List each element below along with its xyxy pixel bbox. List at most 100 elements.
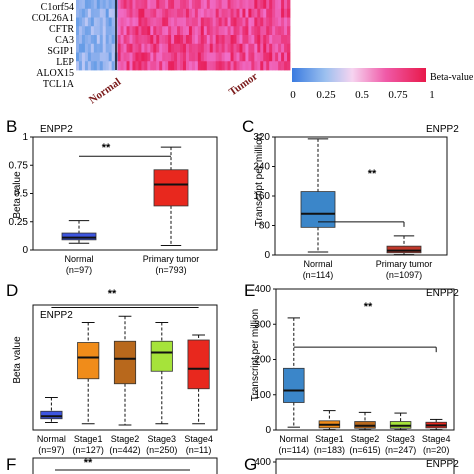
y-tick-label: 0 (22, 245, 28, 256)
heatmap-cell (78, 17, 83, 27)
heatmap-cell (224, 52, 228, 62)
heatmap-cell (147, 8, 151, 18)
heatmap-cell (230, 26, 234, 36)
heatmap-cell (266, 52, 270, 62)
heatmap-cell (96, 35, 101, 45)
heatmap-cell (81, 8, 86, 18)
heatmap-cell (221, 26, 226, 36)
heatmap-cell (138, 52, 142, 62)
heatmap-cell (108, 17, 113, 27)
heatmap-cell (218, 26, 223, 36)
heatmap-cell (102, 43, 107, 53)
heatmap-cell (168, 17, 172, 27)
heatmap-cell (251, 35, 255, 45)
heatmap-cell (129, 43, 133, 53)
heatmap-cell (215, 26, 220, 36)
heatmap-cell (132, 61, 136, 71)
heatmap-cell (215, 35, 220, 45)
heatmap-cell (99, 43, 104, 53)
heatmap-cell (171, 0, 175, 10)
y-tick-label: 0 (264, 250, 270, 261)
heatmap-cell (150, 35, 154, 45)
heatmap-cell (180, 61, 184, 71)
x-tick-label: Stage2 (351, 434, 380, 444)
heatmap-cell (102, 52, 107, 62)
heatmap-cell (108, 8, 113, 18)
heatmap-cell (284, 35, 288, 45)
heatmap-cell (153, 0, 157, 10)
heatmap-cell (108, 35, 113, 45)
heatmap-cell (251, 8, 255, 18)
heatmap-cell (188, 35, 193, 45)
heatmap-cells (76, 0, 291, 71)
heatmap-cell (78, 8, 83, 18)
sig-label-e: ** (364, 301, 373, 313)
heatmap-cell (108, 0, 113, 10)
heatmap-cell (185, 61, 190, 71)
x-tick-label: (n=247) (385, 445, 416, 455)
heatmap-cell (266, 43, 270, 53)
heatmap-cell (254, 35, 258, 45)
heatmap-cell (90, 0, 95, 10)
heatmap-cell (206, 61, 211, 71)
heatmap-cell (239, 52, 243, 62)
heatmap-cell (278, 35, 282, 45)
heatmap-cell (227, 35, 231, 45)
x-tick-label: Normal (64, 254, 93, 264)
heatmap-cell (129, 8, 133, 18)
heatmap-cell (102, 8, 107, 18)
heatmap-cell (281, 8, 285, 18)
heatmap-cell (245, 35, 249, 45)
legend-tick: 0.5 (355, 89, 369, 101)
heatmap-cell (242, 43, 246, 53)
heatmap-cell (257, 0, 261, 10)
heatmap-cell (266, 17, 270, 27)
heatmap-cell (224, 26, 228, 36)
heatmap-cell (141, 26, 145, 36)
box-plot-d: Normal(n=97) Stage1(n=127) Stage2(n=442) St… (32, 304, 218, 455)
heatmap-cell (275, 52, 279, 62)
heatmap-cell (159, 43, 163, 53)
heatmap-cell (263, 26, 267, 36)
heatmap-cell (230, 8, 234, 18)
heatmap-cell (78, 26, 83, 36)
heatmap-cell (188, 26, 193, 36)
y-tick-label: 0.5 (14, 189, 28, 200)
heatmap-cell (144, 61, 148, 71)
heatmap-cell (108, 61, 113, 71)
heatmap-cell (159, 52, 163, 62)
heatmap-cell (156, 8, 160, 18)
heatmap-cell (218, 35, 223, 45)
gene-name-g: ENPP2 (426, 459, 459, 470)
heatmap-cell (168, 8, 172, 18)
panel-letter-b: B (6, 117, 17, 136)
gene-label: LEP (56, 57, 74, 68)
heatmap-cell (87, 43, 92, 53)
heatmap-cell (126, 17, 130, 27)
heatmap-cell (233, 0, 237, 10)
heatmap-cell (191, 8, 196, 18)
group-label-tumor: Tumor (227, 70, 260, 98)
heatmap-cell (84, 35, 89, 45)
box-plot-e: 0 100 200 300 400 Normal(n=114) Stage1(n=183) S… (254, 284, 455, 455)
heatmap-cell (177, 43, 181, 53)
heatmap-cell (153, 17, 157, 27)
heatmap-cell (227, 43, 231, 53)
heatmap-cell (132, 8, 136, 18)
heatmap-cell (159, 17, 163, 27)
x-tick-label: (n=183) (314, 445, 345, 455)
heatmap-cell (162, 0, 166, 10)
heatmap-cell (123, 26, 127, 36)
heatmap-cell (263, 52, 267, 62)
heatmap-cell (185, 52, 190, 62)
heatmap-cell (76, 17, 80, 27)
heatmap-cell (245, 61, 249, 71)
heatmap-cell (236, 35, 240, 45)
heatmap-cell (272, 26, 276, 36)
heatmap-cell (117, 0, 121, 10)
heatmap-cell (269, 35, 273, 45)
heatmap-cell (233, 35, 237, 45)
heatmap-cell (242, 35, 246, 45)
heatmap-cell (215, 0, 220, 10)
heatmap-cell (287, 52, 291, 62)
